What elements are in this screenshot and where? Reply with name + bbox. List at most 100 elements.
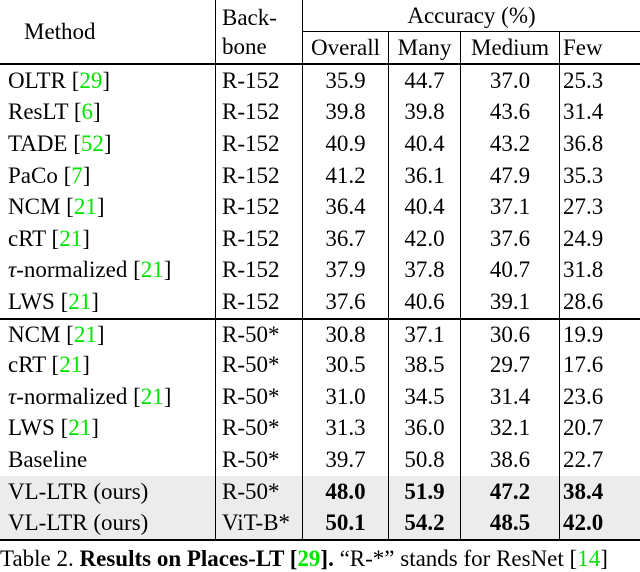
medium-value: 31.4 bbox=[461, 380, 560, 413]
text-segment: ] bbox=[82, 225, 90, 251]
header-many: Many bbox=[389, 32, 461, 63]
header-few: Few bbox=[563, 34, 603, 60]
citation-link[interactable]: 14 bbox=[577, 545, 601, 571]
citation-link[interactable]: 21 bbox=[73, 321, 97, 347]
overall-value: 40.9 bbox=[303, 128, 389, 160]
table-body: OLTR [29] R-152 35.9 44.7 37.0 25.3 ResLT [6] R… bbox=[0, 65, 640, 541]
text-segment: Baseline bbox=[8, 446, 88, 472]
backbone-cell: R-50* bbox=[216, 349, 303, 381]
few-value: 27.3 bbox=[563, 194, 604, 220]
overall-value: 39.8 bbox=[303, 96, 389, 129]
overall-value: 30.5 bbox=[303, 349, 389, 381]
citation-link[interactable]: 21 bbox=[140, 257, 164, 283]
citation-link[interactable]: 21 bbox=[68, 415, 92, 441]
many-value: 51.9 bbox=[389, 475, 461, 508]
text-segment: ] bbox=[96, 321, 105, 347]
text-segment: ] bbox=[82, 352, 90, 378]
table-row: LWS [21] R-152 37.6 40.6 39.1 28.6 bbox=[0, 286, 640, 318]
overall-value: 37.6 bbox=[303, 286, 389, 318]
table-header: Method Back- bone Accuracy (%) Overall M… bbox=[0, 0, 640, 65]
text-segment: NCM [ bbox=[8, 321, 74, 347]
citation-link[interactable]: 7 bbox=[71, 162, 83, 188]
backbone-cell: R-152 bbox=[216, 159, 303, 192]
citation-link[interactable]: 21 bbox=[68, 288, 92, 314]
backbone-cell: R-152 bbox=[216, 254, 303, 287]
few-value: 42.0 bbox=[563, 510, 604, 536]
citation-link[interactable]: 29 bbox=[297, 545, 321, 571]
table-row: VL-LTR (ours) ViT-B* 50.1 54.2 48.5 42.0 bbox=[0, 507, 640, 539]
method-cell: NCM [21] bbox=[0, 191, 216, 223]
citation-link[interactable]: 6 bbox=[81, 99, 93, 125]
text-segment: -normalized [ bbox=[16, 383, 141, 409]
few-value: 28.6 bbox=[563, 288, 604, 314]
text-segment: ]. bbox=[320, 545, 334, 571]
backbone-cell: R-152 bbox=[216, 65, 303, 97]
citation-link[interactable]: 52 bbox=[80, 130, 104, 156]
header-medium: Medium bbox=[461, 32, 560, 63]
overall-value: 31.0 bbox=[303, 380, 389, 413]
table-row: τ -normalized [21] R-152 37.9 37.8 40.7 31.8 bbox=[0, 254, 640, 287]
few-value: 36.8 bbox=[563, 130, 604, 156]
backbone-cell: R-50* bbox=[216, 444, 303, 476]
overall-value: 36.4 bbox=[303, 191, 389, 223]
header-backbone-line2: bone bbox=[222, 33, 267, 59]
text-segment: NCM [ bbox=[8, 194, 74, 220]
text-segment: ] bbox=[103, 130, 112, 156]
few-value: 38.4 bbox=[563, 478, 604, 504]
method-cell: ResLT [6] bbox=[0, 96, 216, 129]
many-value: 42.0 bbox=[389, 222, 461, 255]
citation-link[interactable]: 21 bbox=[59, 352, 83, 378]
few-value: 17.6 bbox=[563, 352, 604, 378]
medium-value: 43.6 bbox=[461, 96, 560, 129]
backbone-cell: R-152 bbox=[216, 128, 303, 160]
text-segment: ] bbox=[163, 257, 172, 283]
method-cell: LWS [21] bbox=[0, 412, 216, 445]
text-segment: VL-LTR (ours) bbox=[8, 510, 149, 536]
medium-value: 37.0 bbox=[461, 65, 560, 97]
many-value: 36.1 bbox=[389, 159, 461, 192]
medium-value: 40.7 bbox=[461, 254, 560, 287]
text-segment: cRT [ bbox=[8, 225, 60, 251]
medium-value: 43.2 bbox=[461, 128, 560, 160]
medium-value: 48.5 bbox=[461, 507, 560, 539]
text-segment: ] bbox=[92, 99, 101, 125]
header-accuracy: Accuracy (%) bbox=[303, 0, 640, 32]
table-row: LWS [21] R-50* 31.3 36.0 32.1 20.7 bbox=[0, 412, 640, 445]
text-segment: -normalized [ bbox=[16, 257, 141, 283]
few-value: 19.9 bbox=[563, 321, 604, 347]
medium-value: 38.6 bbox=[461, 444, 560, 476]
table-row: τ -normalized [21] R-50* 31.0 34.5 31.4 23.6 bbox=[0, 380, 640, 413]
backbone-cell: R-50* bbox=[216, 380, 303, 413]
medium-value: 37.6 bbox=[461, 222, 560, 255]
citation-link[interactable]: 29 bbox=[79, 67, 103, 93]
overall-value: 50.1 bbox=[303, 507, 389, 539]
text-segment: ] bbox=[82, 162, 91, 188]
overall-value: 39.7 bbox=[303, 444, 389, 476]
medium-value: 37.1 bbox=[461, 191, 560, 223]
many-value: 38.5 bbox=[389, 349, 461, 381]
many-value: 40.4 bbox=[389, 128, 461, 160]
overall-value: 37.9 bbox=[303, 254, 389, 287]
many-value: 54.2 bbox=[389, 507, 461, 539]
text-segment: “R-*” stands for ResNet [ bbox=[333, 545, 578, 571]
backbone-cell: R-50* bbox=[216, 319, 303, 350]
backbone-cell: R-50* bbox=[216, 475, 303, 508]
text-segment: ] bbox=[91, 288, 99, 314]
citation-link[interactable]: 21 bbox=[59, 225, 83, 251]
few-value: 25.3 bbox=[563, 67, 604, 93]
medium-value: 29.7 bbox=[461, 349, 560, 381]
overall-value: 48.0 bbox=[303, 475, 389, 508]
many-value: 50.8 bbox=[389, 444, 461, 476]
backbone-cell: R-152 bbox=[216, 96, 303, 129]
method-cell: NCM [21] bbox=[0, 319, 216, 350]
many-value: 37.8 bbox=[389, 254, 461, 287]
table-row: cRT [21] R-152 36.7 42.0 37.6 24.9 bbox=[0, 222, 640, 255]
header-method: Method bbox=[0, 0, 216, 63]
citation-link[interactable]: 21 bbox=[73, 194, 97, 220]
backbone-cell: R-152 bbox=[216, 191, 303, 223]
text-segment: τ bbox=[8, 383, 17, 409]
table-row: PaCo [7] R-152 41.2 36.1 47.9 35.3 bbox=[0, 159, 640, 192]
citation-link[interactable]: 21 bbox=[140, 383, 164, 409]
overall-value: 35.9 bbox=[303, 65, 389, 97]
method-cell: VL-LTR (ours) bbox=[0, 507, 216, 539]
